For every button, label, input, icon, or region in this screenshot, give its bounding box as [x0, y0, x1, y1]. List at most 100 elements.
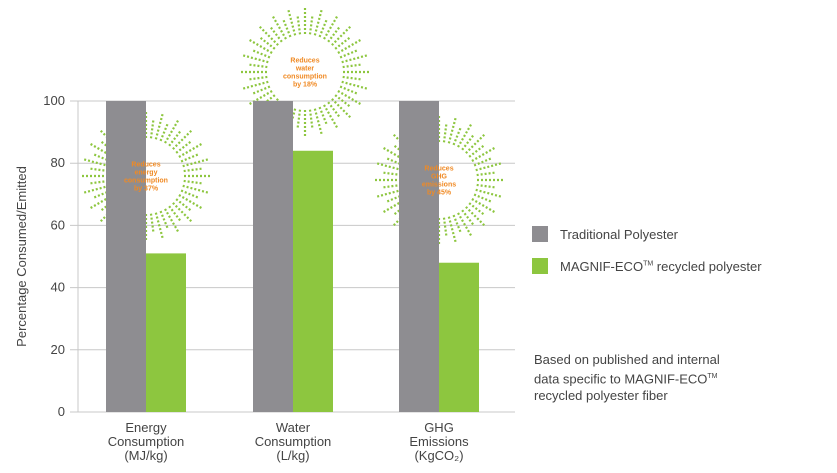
- starburst-ray: [465, 206, 487, 228]
- bar-magnif-eco: [146, 253, 186, 412]
- starburst-ray: [308, 109, 314, 128]
- starburst-ray: [168, 205, 181, 222]
- starburst-ray: [249, 75, 268, 81]
- bar-magnif-eco: [293, 150, 333, 412]
- starburst-ray: [271, 14, 287, 40]
- annotation-text: by 37%: [134, 186, 159, 193]
- starburst-ray: [473, 157, 492, 167]
- starburst-ray: [149, 213, 155, 232]
- annotation-text: Reduces: [290, 58, 319, 65]
- starburst-ray: [182, 157, 211, 168]
- starburst-ray: [182, 184, 211, 195]
- starburst-ray: [296, 109, 302, 128]
- starburst-ray: [180, 153, 199, 163]
- starburst-ray: [296, 16, 302, 35]
- starburst-ray: [149, 120, 155, 139]
- starburst-ray: [286, 7, 297, 36]
- starburst-ray: [339, 85, 358, 95]
- legend-brand: MAGNIF-ECO: [560, 258, 644, 274]
- x-category-label: Consumption: [255, 434, 332, 449]
- starburst-ray: [457, 122, 473, 148]
- starburst-ray: [457, 212, 473, 238]
- annotation-text: consumption: [283, 74, 327, 81]
- starburst-ray: [164, 208, 180, 234]
- starburst-ray: [323, 14, 339, 40]
- starburst-ray: [93, 153, 112, 163]
- starburst-ray: [334, 94, 351, 107]
- starburst-ray: [318, 106, 328, 125]
- y-tick-label: 60: [51, 217, 65, 232]
- starburst-ray: [342, 63, 361, 69]
- legend-item-magnif-eco: MAGNIF-ECOTM recycled polyester: [532, 256, 762, 276]
- x-category-label: (KgCO₂): [414, 448, 463, 463]
- starburst-ray: [447, 115, 458, 144]
- starburst-ray: [90, 179, 109, 185]
- x-category-label: Water: [276, 420, 311, 435]
- y-tick-label: 20: [51, 342, 65, 357]
- legend-label-magnif-eco: MAGNIF-ECOTM recycled polyester: [560, 259, 762, 274]
- starburst-ray: [468, 202, 485, 215]
- starburst-ray: [461, 209, 474, 226]
- annotation-text: by 45%: [427, 190, 452, 197]
- legend-swatch-traditional: [532, 226, 548, 242]
- starburst-ray: [308, 16, 314, 35]
- starburst-ray: [374, 188, 403, 199]
- starburst-ray: [259, 37, 276, 50]
- starburst-ray: [331, 24, 353, 46]
- starburst-ray: [452, 127, 462, 146]
- starburst-ray: [252, 49, 271, 59]
- starburst-ray: [81, 184, 110, 195]
- starburst-ray: [81, 157, 110, 168]
- x-category-label: GHG: [424, 420, 454, 435]
- y-axis-title: Percentage Consumed/Emitted: [14, 166, 29, 347]
- starburst-ray: [90, 167, 109, 173]
- legend-item-traditional: Traditional Polyester: [532, 224, 762, 244]
- bar-traditional: [399, 101, 439, 412]
- annotation-text: water: [295, 66, 315, 73]
- starburst-ray: [473, 193, 492, 203]
- starburst-ray: [341, 80, 370, 91]
- source-note: Based on published and internal data spe…: [534, 351, 814, 404]
- starburst-ray: [383, 171, 402, 177]
- starburst-ray: [327, 26, 340, 43]
- legend-swatch-magnif-eco: [532, 258, 548, 274]
- starburst-ray: [313, 7, 324, 36]
- starburst-ray: [471, 198, 497, 214]
- starburst-ray: [252, 85, 271, 95]
- starburst-ray: [374, 161, 403, 172]
- starburst-ray: [178, 194, 204, 210]
- starburst-ray: [247, 90, 273, 106]
- annotation-text: GHG: [431, 174, 448, 181]
- starburst-ray: [159, 123, 169, 142]
- x-category-label: Consumption: [108, 434, 185, 449]
- starburst-ray: [331, 98, 353, 120]
- starburst-ray: [175, 141, 192, 154]
- starburst-ray: [471, 146, 497, 162]
- legend-rest: recycled polyester: [653, 258, 762, 274]
- starburst-ray: [334, 37, 351, 50]
- starburst-ray: [476, 183, 495, 189]
- annotation-text: Reduces: [131, 162, 160, 169]
- starburst-ray: [154, 111, 165, 140]
- starburst-ray: [183, 179, 202, 185]
- starburst-ray: [318, 19, 328, 38]
- starburst-ray: [247, 38, 273, 54]
- legend-tm: TM: [643, 260, 654, 268]
- starburst-ray: [475, 161, 504, 172]
- starburst-ray: [164, 118, 180, 144]
- starburst-ray: [323, 104, 339, 130]
- starburst-ray: [168, 130, 181, 147]
- legend-label-traditional: Traditional Polyester: [560, 226, 679, 242]
- y-tick-label: 80: [51, 155, 65, 170]
- note-line-3: recycled polyester fiber: [534, 388, 668, 404]
- annotation-text: consumption: [124, 178, 168, 185]
- starburst-ray: [468, 145, 485, 158]
- starburst-ray: [183, 167, 202, 173]
- annotation-text: emissions: [422, 182, 456, 189]
- y-tick-label: 100: [43, 93, 65, 108]
- starburst-ray: [452, 214, 462, 233]
- bar-traditional: [253, 101, 293, 412]
- starburst-ray: [447, 216, 458, 245]
- starburst-ray: [93, 189, 112, 199]
